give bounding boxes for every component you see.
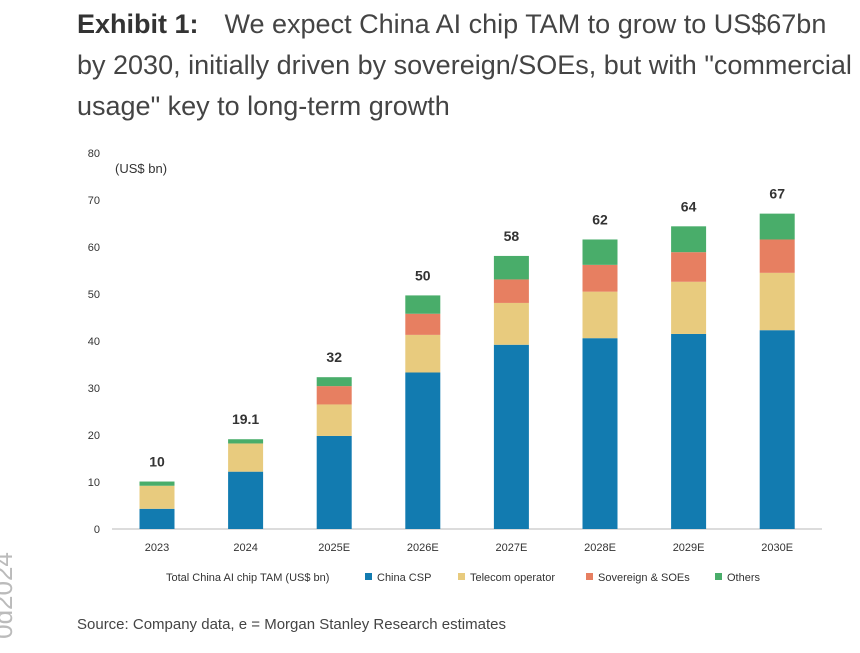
bar-segment-sovereign-soes: [582, 264, 618, 292]
bar-segment-telecom-operator: [139, 485, 175, 509]
x-tick-label: 2024: [233, 542, 257, 554]
bar-segment-sovereign-soes: [759, 239, 795, 273]
legend-swatch: [586, 573, 593, 580]
total-label: 50: [415, 267, 431, 283]
bar-group-2028E: 62 2028E: [582, 211, 618, 554]
legend-label: Sovereign & SOEs: [598, 572, 690, 584]
y-tick-label: 40: [88, 336, 100, 348]
bar-segment-china-csp: [228, 471, 264, 529]
bar-segment-china-csp: [671, 333, 707, 529]
bar-segment-telecom-operator: [759, 272, 795, 331]
bar-segment-others: [671, 226, 707, 253]
y-tick-label: 60: [88, 242, 100, 254]
bar-segment-telecom-operator: [582, 291, 618, 339]
y-tick-label: 80: [88, 148, 100, 160]
bar-group-2030E: 67 2030E: [759, 186, 795, 554]
bar-segment-others: [493, 255, 529, 280]
exhibit-number: Exhibit 1:: [77, 9, 199, 39]
bar-segment-china-csp: [759, 330, 795, 529]
legend-label: Others: [727, 572, 761, 584]
y-tick-label: 30: [88, 383, 100, 395]
total-label: 32: [326, 349, 342, 365]
watermark: 0d2024: [0, 552, 18, 639]
source-note: Source: Company data, e = Morgan Stanley…: [77, 616, 506, 633]
bar-segment-china-csp: [493, 344, 529, 529]
x-tick-label: 2023: [145, 542, 169, 554]
total-label: 58: [504, 228, 520, 244]
bar-segment-telecom-operator: [228, 443, 264, 472]
bar-segment-others: [405, 295, 441, 314]
bar-segment-sovereign-soes: [405, 313, 441, 335]
bar-segment-others: [228, 439, 264, 444]
bar-group-2027E: 58 2027E: [493, 228, 529, 554]
legend-label: Telecom operator: [470, 572, 555, 584]
bar-segment-others: [582, 239, 618, 265]
total-label: 64: [681, 198, 697, 214]
bar-segment-china-csp: [405, 372, 441, 529]
legend-label: China CSP: [377, 572, 431, 584]
stacked-bar-chart: 0 10 20 30 40 50 60 70 80 (US$ bn) 10 2023 19.1 202…: [88, 148, 822, 584]
bar-segment-telecom-operator: [493, 302, 529, 345]
exhibit-title: Exhibit 1: We expect China AI chip TAM to…: [77, 4, 857, 127]
bar-segment-others: [316, 377, 352, 387]
bar-group-2025E: 32 2025E: [316, 349, 352, 554]
x-tick-label: 2030E: [761, 542, 793, 554]
bar-segment-sovereign-soes: [493, 279, 529, 303]
legend-swatch: [365, 573, 372, 580]
legend-swatch: [715, 573, 722, 580]
y-tick-label: 20: [88, 430, 100, 442]
y-tick-label: 50: [88, 289, 100, 301]
bar-segment-china-csp: [316, 435, 352, 529]
bar-segment-telecom-operator: [405, 334, 441, 373]
bar-segment-others: [759, 213, 795, 240]
bar-group-2023: 10 2023: [139, 454, 175, 554]
title-text: We expect China AI chip TAM to grow to U…: [77, 9, 852, 121]
x-tick-label: 2028E: [584, 542, 616, 554]
bar-segment-telecom-operator: [671, 281, 707, 334]
bar-segment-sovereign-soes: [316, 386, 352, 405]
legend-swatch: [458, 573, 465, 580]
x-tick-label: 2027E: [495, 542, 527, 554]
y-tick-label: 0: [94, 524, 100, 536]
bar-group-2024: 19.1 2024: [228, 411, 264, 554]
y-tick-label: 70: [88, 195, 100, 207]
bar-segment-telecom-operator: [316, 404, 352, 436]
total-label: 67: [769, 186, 785, 202]
total-label: 10: [149, 454, 165, 470]
x-tick-label: 2026E: [407, 542, 439, 554]
bar-segment-others: [139, 481, 175, 486]
bar-segment-china-csp: [582, 338, 618, 529]
legend-title: Total China AI chip TAM (US$ bn): [166, 572, 329, 584]
bar-group-2029E: 64 2029E: [671, 198, 707, 554]
bar-segment-china-csp: [139, 508, 175, 529]
bar-segment-sovereign-soes: [671, 252, 707, 282]
x-tick-label: 2029E: [673, 542, 705, 554]
bar-group-2026E: 50 2026E: [405, 267, 441, 554]
total-label: 62: [592, 211, 608, 227]
x-tick-label: 2025E: [318, 542, 350, 554]
y-axis-label: (US$ bn): [115, 161, 167, 176]
y-tick-label: 10: [88, 477, 100, 489]
total-label: 19.1: [232, 411, 259, 427]
